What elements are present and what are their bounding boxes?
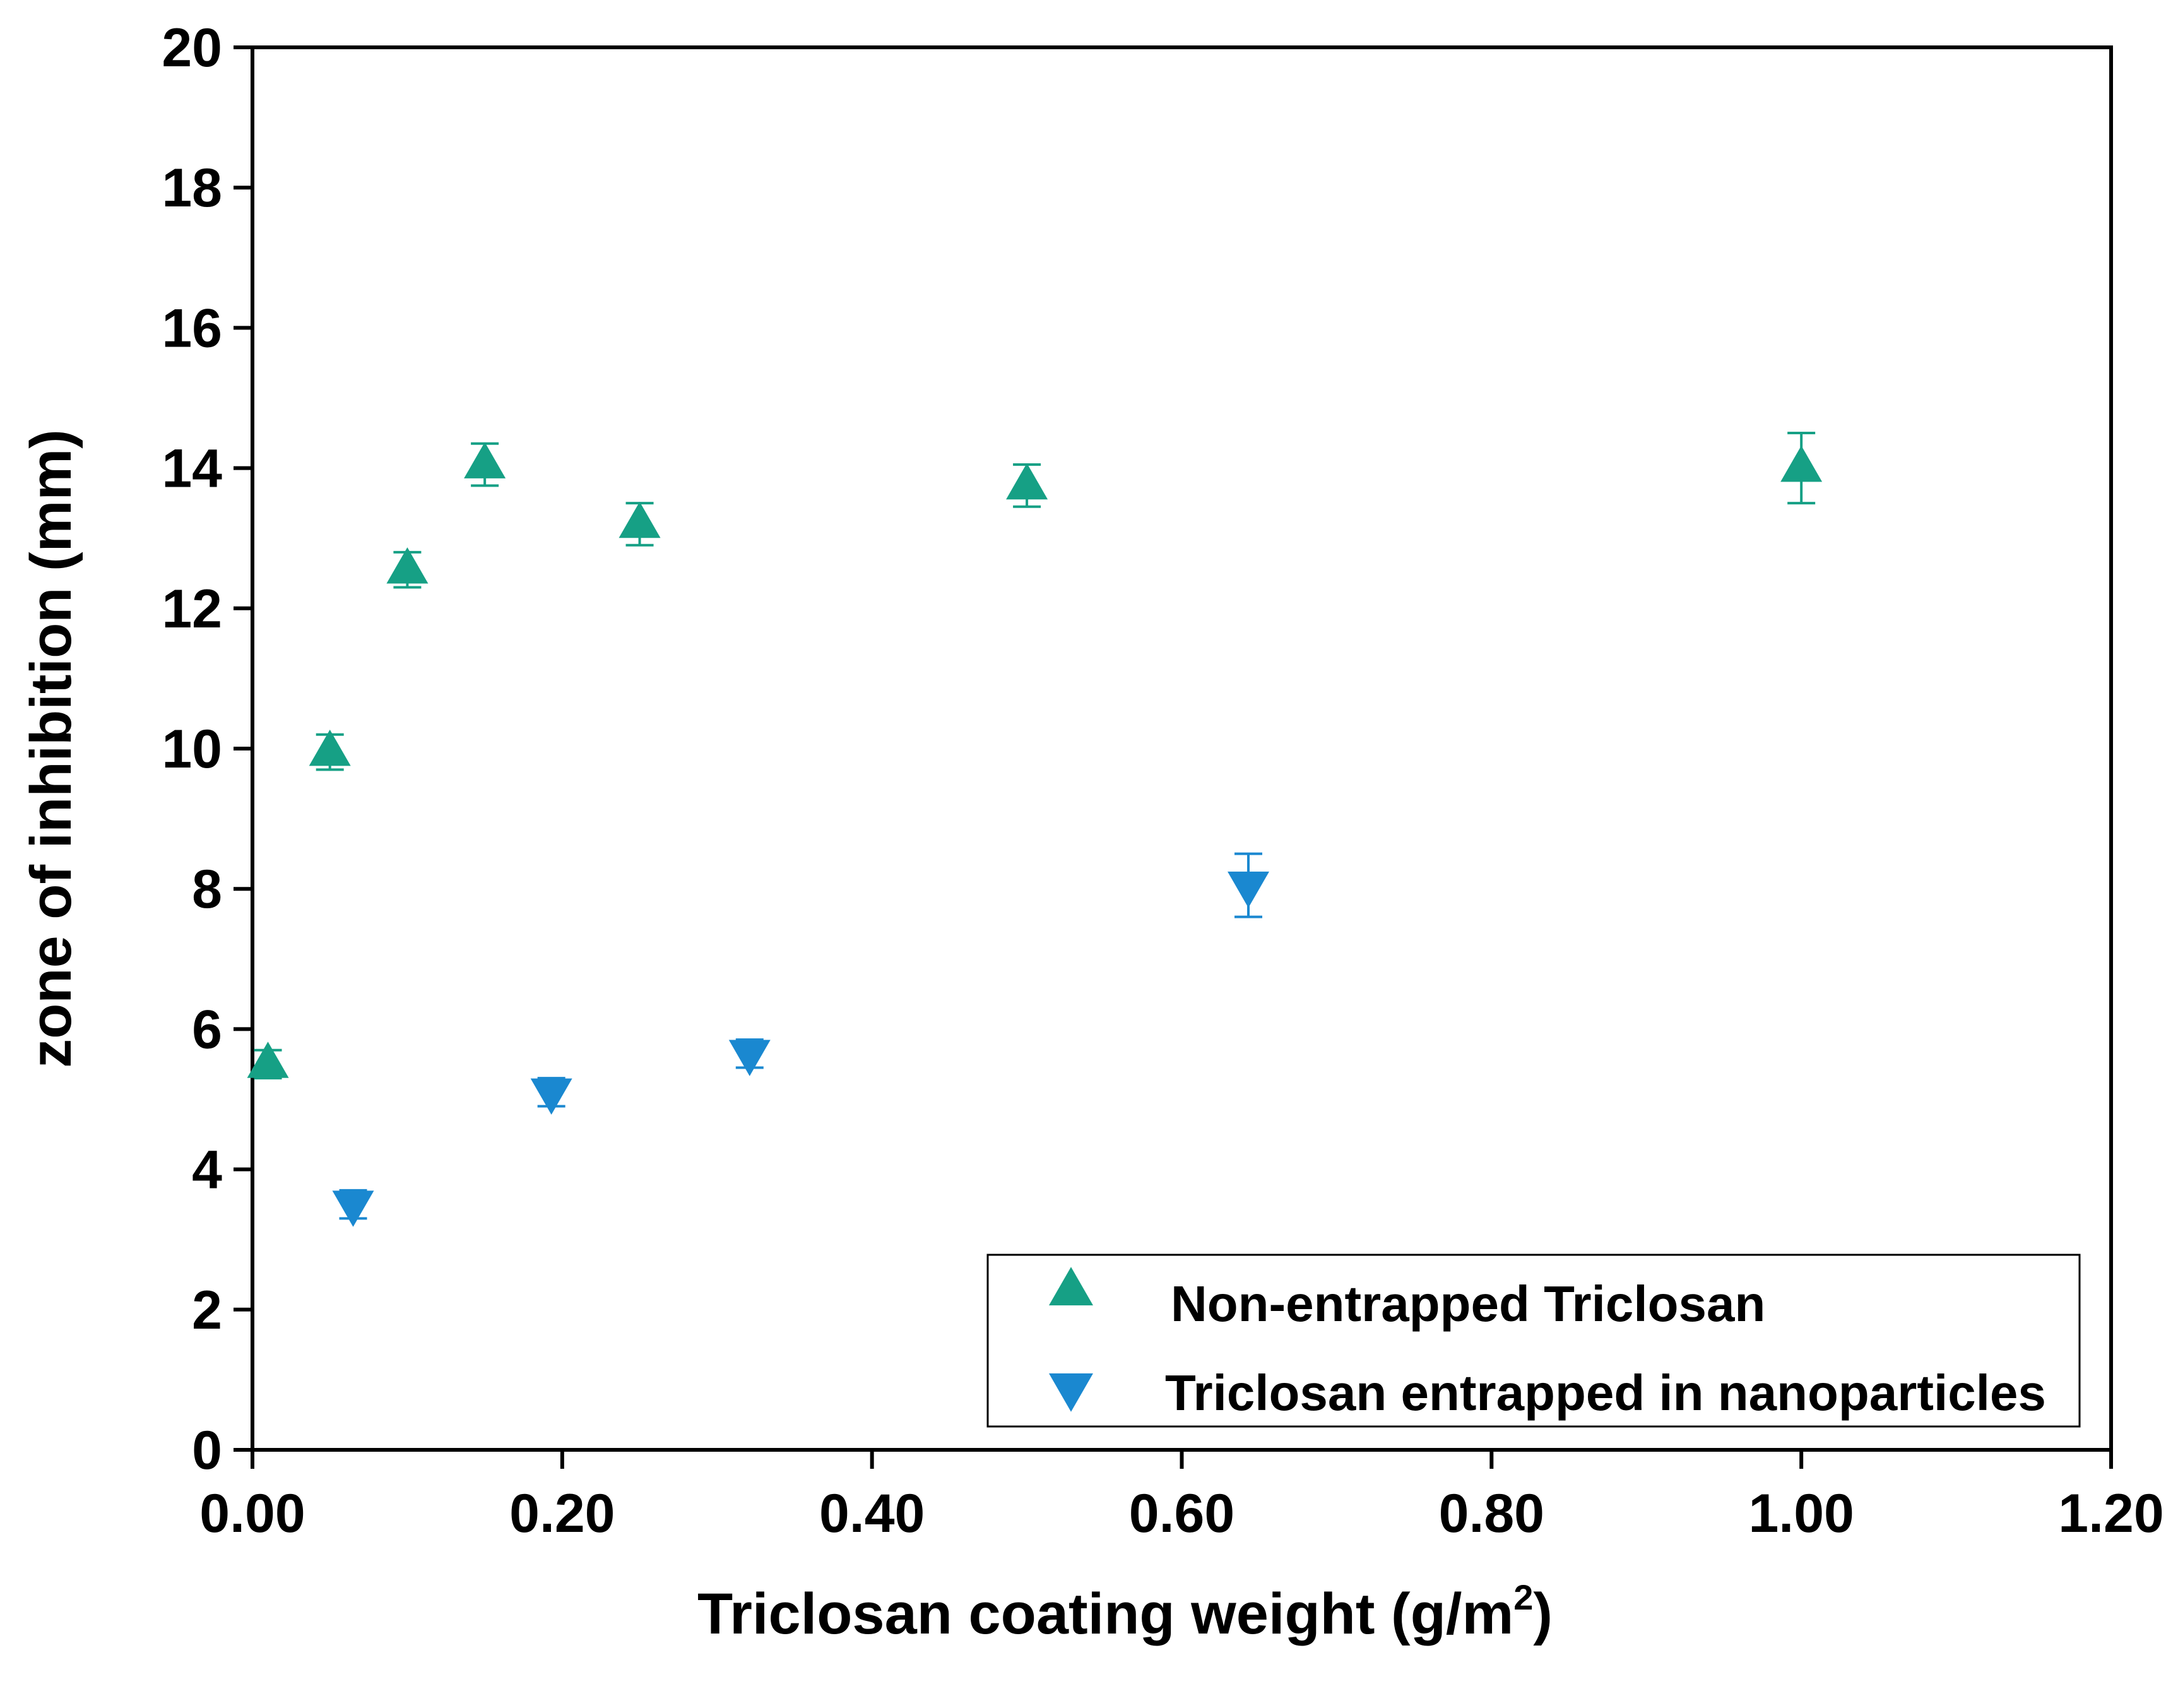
data-point xyxy=(1006,463,1048,500)
x-axis-title-main: Triclosan coating weight (g/m xyxy=(697,1582,1513,1646)
legend-marker-up xyxy=(1049,1267,1093,1306)
x-tick-label: 0.60 xyxy=(1129,1483,1234,1544)
x-tick-label: 0.40 xyxy=(819,1483,925,1544)
axis-ticks xyxy=(234,45,2113,1469)
y-tick-label: 2 xyxy=(192,1280,222,1341)
series-1 xyxy=(332,852,1270,1227)
data-point xyxy=(247,1041,289,1078)
x-tick-label: 0.00 xyxy=(199,1483,305,1544)
data-point xyxy=(618,501,661,538)
data-point xyxy=(309,729,351,766)
legend-label-entrapped: Triclosan entrapped in nanoparticles xyxy=(1165,1365,2046,1421)
tick-labels: 0.00 0.20 0.40 0.60 0.80 1.00 1.20 0 2 4 6 8 10 12 14 1… xyxy=(162,18,2163,1544)
legend-symbol-non-entrapped xyxy=(1049,1267,1093,1306)
data-point xyxy=(1228,871,1270,908)
plot-frame xyxy=(251,45,2113,1452)
data-point xyxy=(386,547,429,584)
x-tick-label: 0.80 xyxy=(1439,1483,1544,1544)
data-point xyxy=(332,1190,374,1227)
y-tick-label: 16 xyxy=(162,298,222,359)
legend-box xyxy=(986,1254,2081,1428)
data-point xyxy=(728,1040,771,1076)
y-tick-label: 20 xyxy=(162,18,222,78)
legend-label-non-entrapped: Non-entrapped Triclosan xyxy=(1171,1276,1765,1332)
x-tick-label: 1.20 xyxy=(2058,1483,2163,1544)
x-tick-label: 0.20 xyxy=(509,1483,615,1544)
y-tick-label: 4 xyxy=(192,1140,222,1201)
y-axis-title: zone of inhibition (mm) xyxy=(19,429,83,1068)
x-axis-title-superscript: 2 xyxy=(1513,1577,1533,1617)
x-axis-title: Triclosan coating weight (g/m2) xyxy=(697,1577,1553,1646)
y-tick-label: 14 xyxy=(162,439,222,499)
legend-symbol-entrapped xyxy=(1049,1373,1093,1412)
legend: Non-entrapped Triclosan Triclosan entrap… xyxy=(986,1254,2081,1428)
series-0 xyxy=(247,432,1823,1080)
y-tick-label: 18 xyxy=(162,158,222,218)
legend-marker-down xyxy=(1049,1373,1093,1412)
data-point xyxy=(464,442,506,478)
y-tick-label: 0 xyxy=(192,1420,222,1481)
y-tick-label: 6 xyxy=(192,999,222,1060)
data-point xyxy=(1780,445,1823,482)
y-tick-label: 10 xyxy=(162,719,222,780)
x-axis-title-suffix: ) xyxy=(1533,1582,1553,1646)
data-markers xyxy=(247,432,1823,1227)
x-tick-label: 1.00 xyxy=(1748,1483,1854,1544)
data-point xyxy=(530,1078,572,1115)
y-tick-label: 8 xyxy=(192,859,222,920)
y-tick-label: 12 xyxy=(162,579,222,639)
